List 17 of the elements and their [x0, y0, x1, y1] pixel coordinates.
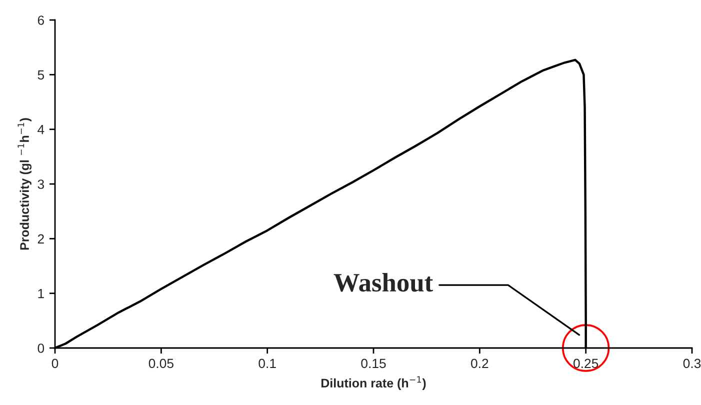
- y-axis-title: Productivity (gl $^{−1}$h$^{−1}$): [18, 118, 32, 250]
- x-tick-label: 0.3: [683, 358, 701, 368]
- y-tick-label: 3: [38, 180, 44, 189]
- y-tick-label: 0: [38, 344, 44, 353]
- y-tick-label: 6: [38, 16, 44, 25]
- y-tick-label: 4: [38, 125, 44, 134]
- x-tick-label: 0.1: [258, 358, 276, 368]
- y-tick-label: 2: [38, 234, 44, 244]
- x-tick-label: 0.2: [471, 358, 488, 368]
- y-tick-label: 1: [38, 289, 44, 298]
- x-tick-label: 0.05: [148, 358, 174, 368]
- x-tick-label: 0: [52, 358, 58, 368]
- y-tick-label: 5: [38, 70, 44, 80]
- x-tick-label: 0.25: [574, 358, 598, 368]
- x-tick-label: 0.15: [361, 358, 386, 368]
- x-axis-title: Dilution rate (h$^{−1}$): [321, 376, 426, 390]
- annotation: Washout: [334, 273, 433, 292]
